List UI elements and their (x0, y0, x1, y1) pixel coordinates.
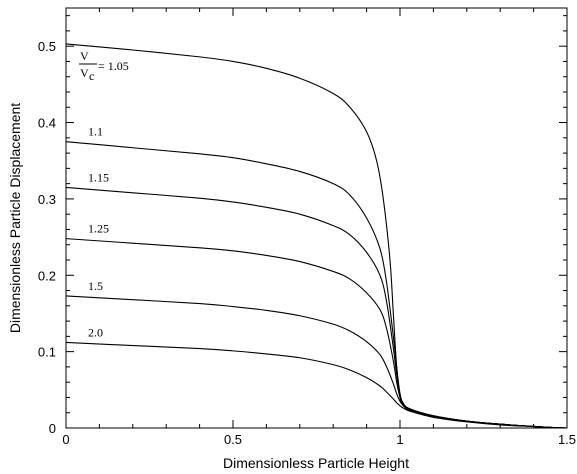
series-line-1.15 (65, 186, 568, 429)
y-tick-label: 0.4 (38, 116, 56, 131)
curves (65, 43, 568, 429)
curve-label-1.25: 1.25 (88, 222, 109, 236)
x-tick-label: 0 (62, 432, 69, 447)
series-line-1.1 (65, 141, 568, 429)
x-axis-title: Dimensionless Particle Height (223, 455, 409, 471)
y-tick-label: 0.1 (38, 345, 56, 360)
axis-ticks (65, 8, 568, 429)
y-tick-label: 0 (49, 421, 56, 436)
ratio-subscript: c (89, 69, 94, 83)
y-tick-label: 0.5 (38, 39, 56, 54)
tick-labels: 0 0.5 1 1.5 0 0.1 0.2 0.3 0.4 0.5 (38, 39, 576, 447)
y-axis-title: Dimensionless Particle Displacement (7, 103, 23, 333)
plot-frame (65, 7, 568, 429)
x-tick-label: 1 (396, 432, 403, 447)
curve-label-2.0: 2.0 (88, 325, 103, 339)
x-tick-label: 0.5 (224, 432, 242, 447)
series-line-1.05 (65, 43, 568, 429)
series-line-1.5 (65, 295, 568, 429)
y-tick-label: 0.2 (38, 268, 56, 283)
curve-label-1.5: 1.5 (88, 279, 103, 293)
curve-label-1.1: 1.1 (88, 125, 103, 139)
velocity-ratio-label: V V c = 1.05 (79, 49, 129, 83)
ratio-numerator: V (80, 49, 89, 63)
ratio-equals-value: = 1.05 (98, 59, 129, 73)
series-line-2.0 (65, 341, 568, 429)
ratio-denominator: V (80, 66, 89, 80)
y-tick-label: 0.3 (38, 192, 56, 207)
series-line-1.25 (65, 238, 568, 429)
x-tick-label: 1.5 (558, 432, 576, 447)
curve-label-1.15: 1.15 (88, 170, 109, 184)
curve-labels: 1.1 1.15 1.25 1.5 2.0 (88, 125, 109, 340)
